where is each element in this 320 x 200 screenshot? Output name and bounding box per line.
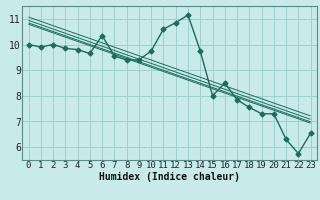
X-axis label: Humidex (Indice chaleur): Humidex (Indice chaleur) [99,172,240,182]
